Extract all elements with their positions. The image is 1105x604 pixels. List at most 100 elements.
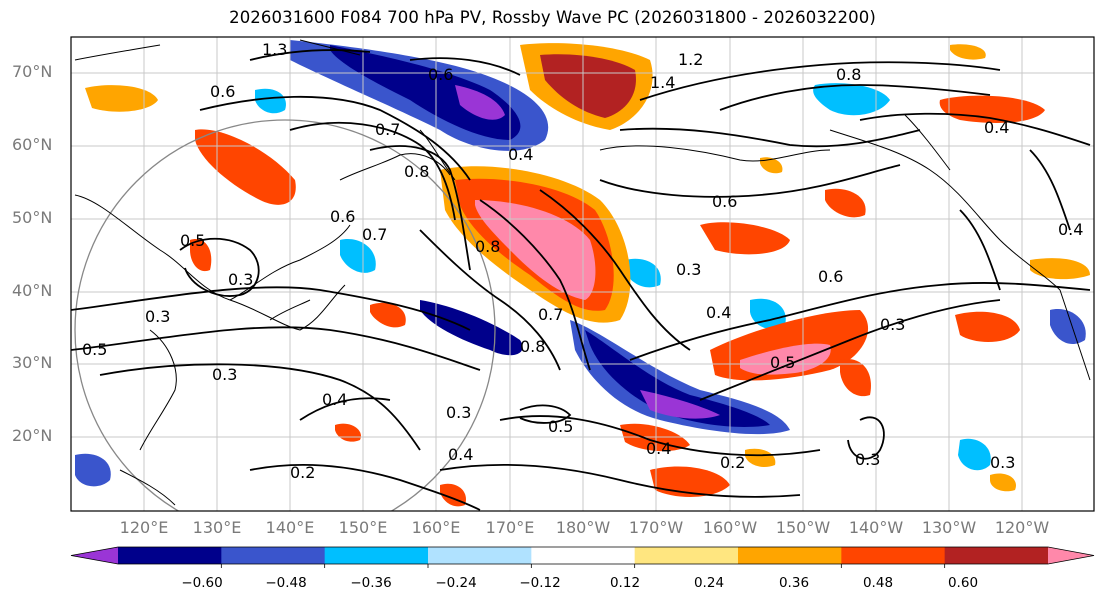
contour-label: 0.3 bbox=[145, 307, 170, 326]
contour-label: 0.6 bbox=[428, 65, 453, 84]
lat-label: 70°N bbox=[12, 62, 53, 81]
contour-label: 0.7 bbox=[362, 225, 387, 244]
lon-label: 170°W bbox=[628, 518, 684, 537]
anomaly-negative-2 bbox=[570, 320, 790, 435]
colorbar-tick-label: −0.60 bbox=[181, 575, 223, 591]
lat-label: 20°N bbox=[12, 426, 53, 445]
anomaly-negative-4 bbox=[813, 83, 890, 116]
graticule bbox=[71, 37, 1094, 511]
contour-label: 1.4 bbox=[650, 73, 675, 92]
lat-label: 60°N bbox=[12, 135, 53, 154]
contour-label: 0.8 bbox=[836, 65, 861, 84]
lon-label: 130°E bbox=[192, 518, 242, 537]
contour-label: 0.5 bbox=[770, 353, 795, 372]
contour-label: 0.6 bbox=[712, 192, 737, 211]
contour-label: 0.6 bbox=[818, 267, 843, 286]
contour-label: 0.4 bbox=[448, 445, 473, 464]
anomaly-positive-4 bbox=[195, 129, 296, 205]
contour-label: 0.3 bbox=[855, 450, 880, 469]
anomaly-positive-3-core bbox=[740, 343, 831, 375]
colorbar-segment bbox=[634, 547, 739, 564]
contour-label: 0.2 bbox=[290, 463, 315, 482]
contour-label: 0.5 bbox=[180, 231, 205, 250]
anomaly-negative-2-peak bbox=[640, 390, 720, 419]
colorbar-outline bbox=[70, 546, 1095, 565]
contour-label: 0.4 bbox=[322, 390, 347, 409]
lon-label: 170°E bbox=[485, 518, 535, 537]
anomaly-negative-10 bbox=[255, 88, 286, 114]
colorbar-segment bbox=[221, 547, 326, 564]
colorbar-segment bbox=[531, 547, 636, 564]
anomaly-negative-3 bbox=[420, 300, 523, 356]
map-frame bbox=[70, 36, 1095, 512]
colorbar-tick-label: 0.48 bbox=[862, 575, 894, 591]
contour-label: 0.8 bbox=[475, 237, 500, 256]
anomaly-positive-14 bbox=[190, 239, 212, 272]
anomaly-positive-15 bbox=[950, 44, 986, 60]
pv-contours bbox=[71, 49, 1091, 511]
lon-label: 140°W bbox=[848, 518, 904, 537]
anomaly-negative-9 bbox=[625, 258, 661, 288]
contour-label: 0.2 bbox=[720, 453, 745, 472]
contour-label: 0.4 bbox=[706, 303, 731, 322]
contour-label: 0.6 bbox=[210, 82, 235, 101]
contour-label: 0.3 bbox=[228, 270, 253, 289]
contour-label: 0.6 bbox=[330, 207, 355, 226]
contour-label: 0.4 bbox=[1058, 220, 1083, 239]
lon-label: 180°W bbox=[555, 518, 611, 537]
anomaly-negative-11 bbox=[340, 239, 376, 273]
anomaly-negative-1-peak bbox=[455, 85, 505, 120]
anomaly-positive-1-core bbox=[475, 200, 596, 300]
colorbar-tick-label: 0.36 bbox=[778, 575, 810, 591]
anomaly-negative-6 bbox=[958, 438, 991, 471]
lon-label: 150°W bbox=[775, 518, 831, 537]
contour-label: 0.3 bbox=[446, 403, 471, 422]
colorbar-tick-label: 0.24 bbox=[693, 575, 725, 591]
anomaly-positive-5 bbox=[939, 95, 1045, 123]
lon-label: 120°E bbox=[119, 518, 169, 537]
colorbar-segment bbox=[118, 547, 222, 564]
highlight-circle bbox=[74, 119, 496, 511]
colorbar-segment bbox=[428, 547, 532, 564]
coastlines bbox=[74, 39, 1091, 506]
contour-label: 0.8 bbox=[404, 162, 429, 181]
contour-label: 0.4 bbox=[646, 439, 671, 458]
contour-label: 0.7 bbox=[375, 120, 400, 139]
anomaly-positive-8 bbox=[825, 188, 866, 218]
anomaly-positive-21 bbox=[760, 157, 783, 174]
lon-label: 160°E bbox=[411, 518, 461, 537]
colorbar-extend-high bbox=[1048, 547, 1094, 564]
contour-label: 1.2 bbox=[678, 50, 703, 69]
map-title: 2026031600 F084 700 hPa PV, Rossby Wave … bbox=[229, 8, 876, 27]
lon-label: 150°E bbox=[338, 518, 388, 537]
colorbar-segment bbox=[944, 547, 1049, 564]
lon-label: 120°W bbox=[994, 518, 1050, 537]
colorbar-tick-label: −0.36 bbox=[350, 575, 392, 591]
contour-label: 0.4 bbox=[984, 118, 1009, 137]
contour-label: 0.3 bbox=[212, 365, 237, 384]
contour-label: 0.3 bbox=[880, 315, 905, 334]
contour-label: 0.3 bbox=[676, 260, 701, 279]
contour-label: 0.3 bbox=[990, 453, 1015, 472]
anomaly-positive-9 bbox=[955, 311, 1020, 342]
colorbar-tick-label: −0.48 bbox=[265, 575, 307, 591]
colorbar-segment bbox=[841, 547, 946, 564]
colorbar-tick-label: 0.60 bbox=[947, 575, 979, 591]
anomaly-positive-6 bbox=[85, 85, 158, 112]
colorbar-segment bbox=[738, 547, 842, 564]
colorbar-tick-label: −0.24 bbox=[435, 575, 477, 591]
anomaly-positive-16 bbox=[1030, 258, 1090, 280]
anomaly-negative-1-core bbox=[330, 45, 521, 140]
anomaly-positive-17 bbox=[335, 423, 361, 442]
contour-labels: 0.6 0.6 0.5 0.3 0.3 0.3 0.2 0.4 0.4 0.5 … bbox=[82, 40, 1083, 482]
anomaly-positive-2-core bbox=[540, 54, 636, 118]
contour-label: 0.8 bbox=[520, 337, 545, 356]
lat-label: 50°N bbox=[12, 208, 53, 227]
colorbar-tick-label: 0.12 bbox=[609, 575, 641, 591]
lat-label: 30°N bbox=[12, 353, 53, 372]
lon-label: 140°E bbox=[265, 518, 315, 537]
colorbar-segment bbox=[324, 547, 429, 564]
lat-label: 40°N bbox=[12, 281, 53, 300]
lon-label: 160°W bbox=[702, 518, 758, 537]
